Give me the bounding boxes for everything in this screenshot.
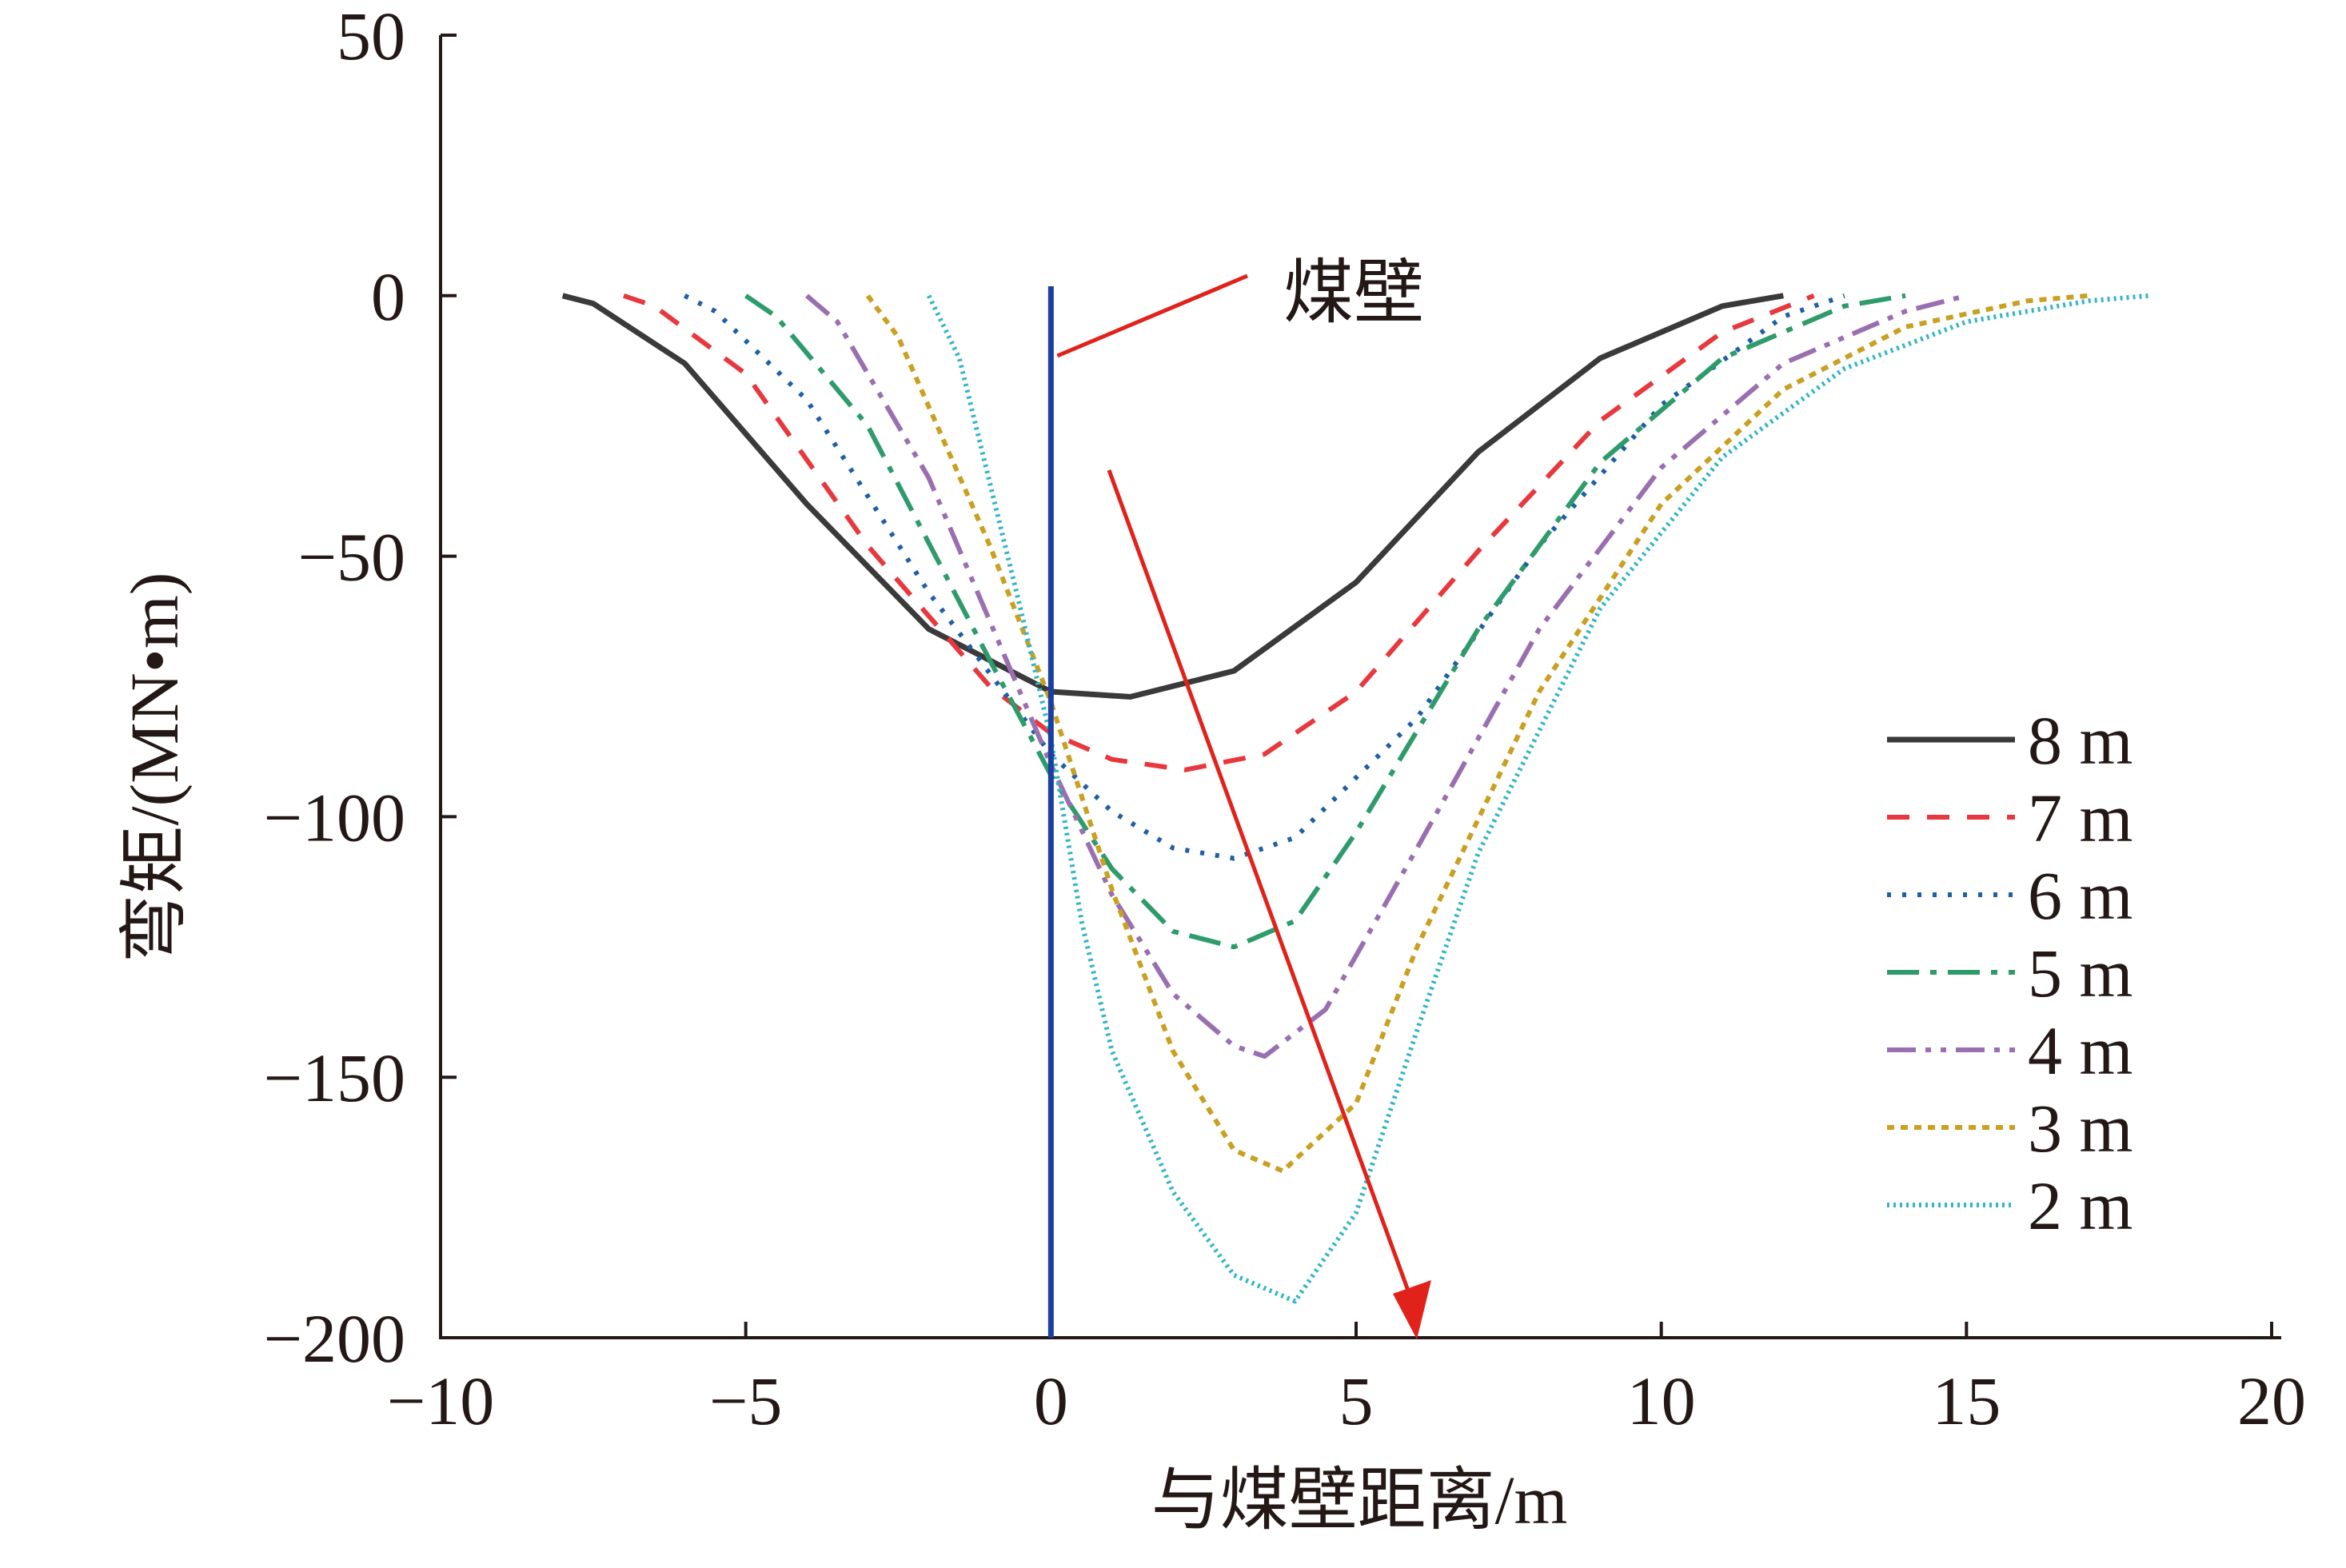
- x-tick-label: 15: [1932, 1363, 2001, 1439]
- legend-label: 3 m: [2028, 1090, 2133, 1167]
- y-tick-label: −50: [297, 519, 405, 596]
- legend-label: 5 m: [2028, 935, 2133, 1011]
- x-tick-label: 10: [1627, 1363, 1696, 1439]
- x-tick-label: 5: [1339, 1363, 1374, 1439]
- series-layer: [561, 293, 2150, 1304]
- x-ticks: −10 −5 0 5 10 15 20: [387, 1322, 2306, 1439]
- series-line-6m: [683, 293, 1845, 861]
- legend-label: 7 m: [2028, 780, 2133, 856]
- y-ticks: 50 0 −50 −100 −150 −200: [263, 0, 457, 1377]
- x-tick-label: −10: [387, 1363, 495, 1439]
- series-line-4m: [805, 293, 1968, 1059]
- x-axis-label: 与煤壁距离/m: [1151, 1462, 1568, 1538]
- trend-arrow: [1107, 469, 1431, 1339]
- series-line-3m: [865, 293, 2089, 1174]
- y-tick-label: 0: [371, 258, 405, 335]
- coal-wall-label: 煤壁: [1283, 255, 1424, 333]
- series-line-2m: [927, 293, 2150, 1304]
- plot-area: −10 −5 0 5 10 15 20 500−50−100−150−200 煤壁 与煤壁距…: [116, 0, 2306, 1538]
- y-tick-label: −150: [263, 1039, 405, 1116]
- x-tick-label: 20: [2237, 1363, 2306, 1439]
- x-tick-label: 0: [1034, 1363, 1068, 1439]
- y-tick-label: −200: [263, 1300, 405, 1377]
- y-tick-label: −100: [263, 779, 405, 856]
- series-line-5m: [744, 293, 1906, 950]
- trend-arrow-shaft: [1107, 469, 1414, 1300]
- x-tick-label: −5: [709, 1363, 783, 1439]
- y-tick-label: 50: [337, 0, 405, 74]
- y-axis-label: 弯矩/(MN•m): [116, 573, 193, 964]
- legend-label: 6 m: [2028, 857, 2133, 934]
- trend-arrow-head: [1393, 1280, 1431, 1339]
- legend: 8 m7 m6 m5 m4 m3 m2 m: [1887, 702, 2133, 1244]
- legend-label: 2 m: [2028, 1167, 2133, 1244]
- series-line-8m: [561, 293, 1784, 700]
- legend-label: 8 m: [2028, 702, 2133, 779]
- legend-label: 4 m: [2028, 1012, 2133, 1089]
- coal-wall-pointer: [1056, 273, 1248, 358]
- series-line-7m: [623, 293, 1815, 772]
